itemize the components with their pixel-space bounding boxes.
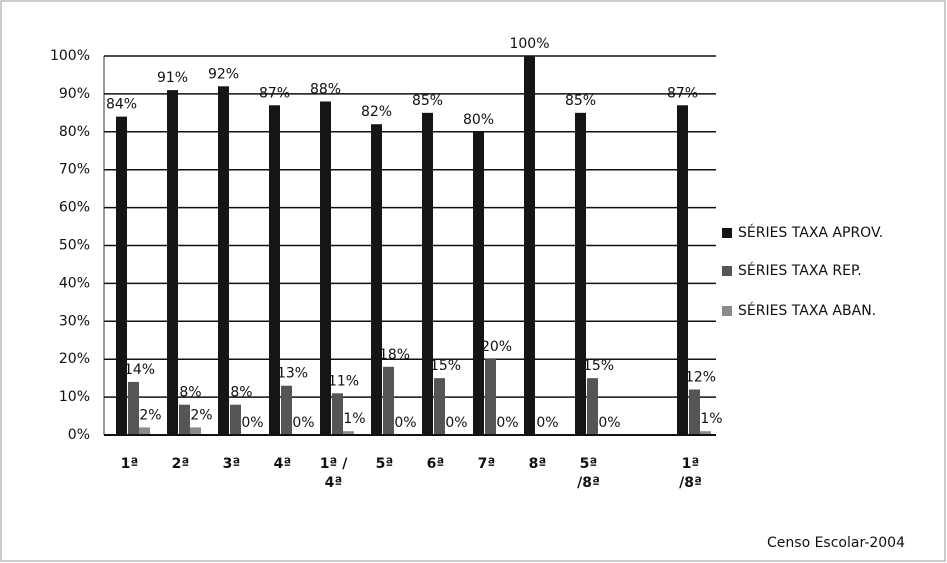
bar (371, 124, 382, 435)
x-tick-label: 4ª (273, 456, 292, 472)
bar (343, 431, 354, 435)
x-tick-label: 5ª (375, 456, 394, 472)
y-tick-label: 30% (59, 313, 90, 329)
y-tick-label: 20% (59, 351, 90, 367)
bar (473, 131, 484, 436)
data-label: 85% (412, 93, 443, 109)
y-tick-label: 40% (59, 275, 90, 291)
bar (320, 101, 331, 435)
data-label: 15% (430, 358, 461, 374)
bar (434, 378, 445, 435)
data-label: 80% (463, 112, 494, 128)
data-label: 87% (259, 85, 290, 101)
data-label: 100% (509, 36, 549, 52)
legend-swatch (722, 266, 732, 276)
data-label: 84% (106, 97, 137, 113)
legend-swatch (722, 306, 732, 316)
bar (689, 389, 700, 435)
y-tick-label: 0% (68, 427, 90, 443)
bar (575, 112, 586, 435)
data-label: 14% (124, 362, 155, 378)
x-tick-label: 2ª (171, 456, 190, 472)
data-label: 0% (496, 415, 518, 431)
bar (587, 378, 598, 435)
bar (524, 56, 535, 435)
data-label: 15% (583, 358, 614, 374)
data-label: 1% (700, 411, 722, 427)
y-tick-label: 90% (59, 86, 90, 102)
bar (179, 404, 190, 435)
data-label: 87% (667, 85, 698, 101)
x-tick-label: 1ª /8ª (679, 456, 702, 491)
data-label: 20% (481, 339, 512, 355)
data-label: 1% (343, 411, 365, 427)
data-label: 0% (394, 415, 416, 431)
y-tick-label: 80% (59, 124, 90, 140)
y-tick-label: 70% (59, 162, 90, 178)
bar (332, 393, 343, 435)
data-label: 82% (361, 104, 392, 120)
data-label: 12% (685, 370, 716, 386)
data-label: 18% (379, 347, 410, 363)
bar (116, 116, 127, 435)
data-label: 0% (598, 415, 620, 431)
bar (422, 112, 433, 435)
legend-swatch (722, 228, 732, 238)
data-label: 8% (230, 385, 252, 401)
y-tick-label: 60% (59, 200, 90, 216)
data-label: 2% (190, 407, 212, 423)
x-tick-label: 1ª / 4ª (319, 456, 348, 491)
bar (281, 385, 292, 435)
y-tick-label: 50% (59, 238, 90, 254)
bar (190, 427, 201, 435)
data-label: 0% (241, 415, 263, 431)
bar (218, 86, 229, 435)
y-tick-label: 100% (50, 48, 90, 64)
x-tick-label: 3ª (222, 456, 241, 472)
x-tick-label: 5ª /8ª (577, 456, 600, 491)
x-tick-label: 6ª (426, 456, 445, 472)
y-tick-label: 10% (59, 389, 90, 405)
x-tick-label: 8ª (528, 456, 547, 472)
data-label: 91% (157, 70, 188, 86)
bar (139, 427, 150, 435)
data-label: 92% (208, 66, 239, 82)
bar (700, 431, 711, 435)
legend-label: SÉRIES TAXA APROV. (738, 224, 883, 241)
data-label: 85% (565, 93, 596, 109)
x-tick-label: 7ª (477, 456, 496, 472)
bar (269, 105, 280, 436)
x-tick-label: 1ª (120, 456, 139, 472)
data-label: 8% (179, 385, 201, 401)
data-label: 0% (536, 415, 558, 431)
bar (485, 359, 496, 435)
data-label: 0% (445, 415, 467, 431)
legend-label: SÉRIES TAXA ABAN. (738, 302, 876, 319)
bar (128, 381, 139, 435)
data-label: 13% (277, 366, 308, 382)
legend-label: SÉRIES TAXA REP. (738, 262, 862, 279)
data-label: 88% (310, 81, 341, 97)
bar (677, 105, 688, 436)
bar (167, 90, 178, 436)
data-label: 11% (328, 373, 359, 389)
data-label: 0% (292, 415, 314, 431)
data-label: 2% (139, 407, 161, 423)
bar (230, 404, 241, 435)
bar (383, 366, 394, 435)
source-note: Censo Escolar-2004 (767, 535, 905, 551)
